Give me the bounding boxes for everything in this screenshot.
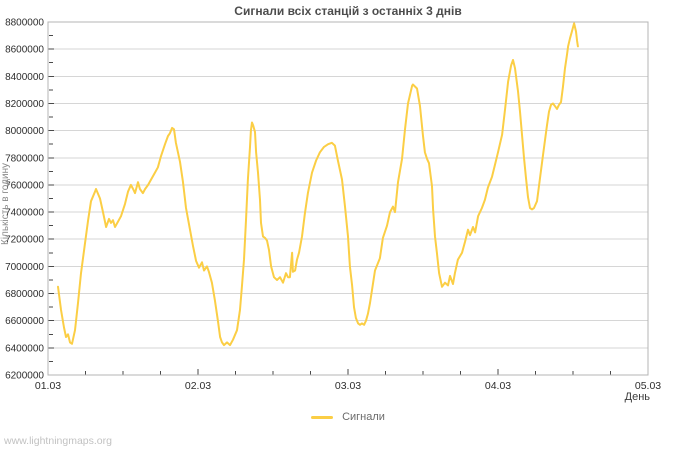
watermark-link[interactable]: www.lightningmaps.org [4, 435, 112, 447]
y-tick-label: 6200000 [5, 371, 44, 382]
y-tick-label: 7800000 [5, 153, 44, 164]
y-tick-label: 8200000 [5, 99, 44, 110]
x-tick-label: 05.03 [635, 380, 661, 392]
y-tick-label: 7600000 [5, 180, 44, 191]
y-tick-label: 6600000 [5, 316, 44, 327]
x-tick-label: 03.03 [335, 380, 361, 392]
chart-title: Сигнали всіх станцій з останніх 3 днів [234, 4, 462, 18]
x-axis-title: День [624, 391, 650, 403]
y-tick-label: 7200000 [5, 235, 44, 246]
y-tick-label: 7400000 [5, 208, 44, 219]
series-line-signals [57, 22, 579, 347]
x-tick-label: 01.03 [35, 380, 61, 392]
y-tick-label: 8000000 [5, 126, 44, 137]
y-tick-label: 7000000 [5, 262, 44, 273]
y-tick-label: 8600000 [5, 45, 44, 56]
plot-area-border [47, 21, 649, 376]
y-tick-label: 8400000 [5, 72, 44, 83]
x-tick-label: 04.03 [485, 380, 511, 392]
y-tick-label: 6800000 [5, 289, 44, 300]
y-axis-title: Кількість в годину [0, 162, 11, 246]
y-tick-label: 8800000 [5, 18, 44, 29]
x-tick-label: 02.03 [185, 380, 211, 392]
legend-label: Сигнали [342, 411, 385, 423]
y-tick-label: 6400000 [5, 343, 44, 354]
legend: Сигнали [48, 411, 648, 423]
legend-line-swatch [311, 415, 334, 419]
